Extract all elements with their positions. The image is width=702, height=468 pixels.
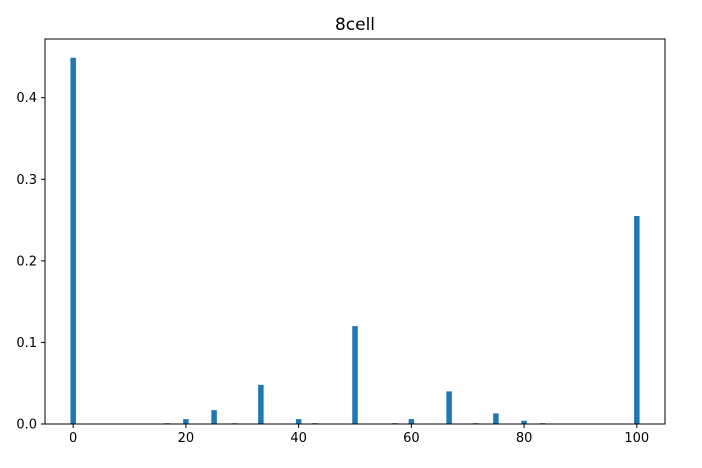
y-tick-label: 0.4 <box>16 91 37 106</box>
x-tick-label: 80 <box>516 431 533 446</box>
y-tick-label: 0.0 <box>16 418 37 433</box>
bar <box>183 419 189 424</box>
bar <box>258 384 264 424</box>
bar <box>70 57 76 425</box>
bar <box>211 410 217 424</box>
x-tick-label: 0 <box>69 431 77 446</box>
y-tick-label: 0.1 <box>16 336 37 351</box>
bar <box>446 391 452 424</box>
x-axis: 0 20 40 60 80 100 <box>69 424 649 446</box>
y-tick-label: 0.3 <box>16 173 37 188</box>
y-tick-label: 0.2 <box>16 254 37 269</box>
x-tick-label: 40 <box>290 431 307 446</box>
bar <box>352 326 358 424</box>
chart-title: 8cell <box>335 15 375 35</box>
y-axis: 0.0 0.1 0.2 0.3 0.4 <box>16 91 45 433</box>
bar <box>634 216 640 424</box>
plot-frame <box>44 38 666 425</box>
x-tick-label: 60 <box>403 431 420 446</box>
bar <box>295 419 302 424</box>
bar <box>493 413 499 424</box>
x-tick-label: 100 <box>624 431 649 446</box>
x-tick-label: 20 <box>178 431 195 446</box>
bar <box>408 419 415 424</box>
bar <box>521 420 527 424</box>
